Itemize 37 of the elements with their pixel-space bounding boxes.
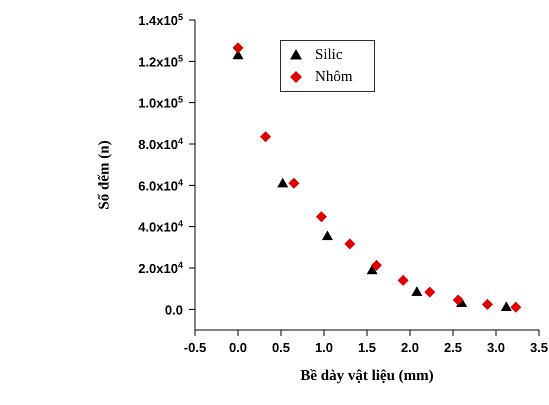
x-tick-label: 0.5 xyxy=(272,340,290,355)
point xyxy=(344,238,356,250)
point xyxy=(316,211,327,222)
point xyxy=(260,131,272,142)
point xyxy=(411,286,422,296)
x-tick-label: 1.0 xyxy=(314,340,334,355)
x-tick-label: -0.5 xyxy=(184,340,206,355)
point xyxy=(424,286,436,298)
y-tick-label: 8.0x10$^{4}$ xyxy=(138,136,183,152)
x-tick-label: 1.5 xyxy=(358,340,376,355)
legend-label: Silic xyxy=(315,46,343,64)
x-tick-label: 3.0 xyxy=(486,340,506,355)
point xyxy=(452,294,464,306)
x-tick-label: 2.0 xyxy=(400,340,420,355)
x-tick-label: 0.0 xyxy=(228,340,248,355)
point xyxy=(366,264,378,274)
y-tick-label: 4.0x10$^{4}$ xyxy=(138,218,183,235)
y-tick-label: 0.0 xyxy=(164,302,183,318)
y-tick-label: 1.4x10$^{5}$ xyxy=(138,12,183,28)
y-tick-label: 1.0x10$^{5}$ xyxy=(138,94,183,111)
y-tick-label: 1.2x10$^{5}$ xyxy=(138,53,183,70)
point xyxy=(500,301,512,311)
legend-label: Nhôm xyxy=(315,68,352,86)
point xyxy=(288,178,300,189)
y-axis-title: Số đếm (n) xyxy=(96,140,112,210)
point xyxy=(510,302,522,313)
point xyxy=(232,42,244,54)
point xyxy=(482,298,493,310)
point xyxy=(398,274,409,286)
x-tick-label: 2.5 xyxy=(444,340,462,355)
point xyxy=(370,260,382,271)
x-axis-title: Bề dày vật liệu (mm) xyxy=(300,368,434,384)
point xyxy=(277,178,288,188)
y-tick-label: 6.0x10$^{4}$ xyxy=(138,177,183,194)
point xyxy=(322,230,333,240)
y-tick-label: 2.0x10$^{4}$ xyxy=(138,260,183,276)
x-tick-label: 3.5 xyxy=(530,340,548,355)
